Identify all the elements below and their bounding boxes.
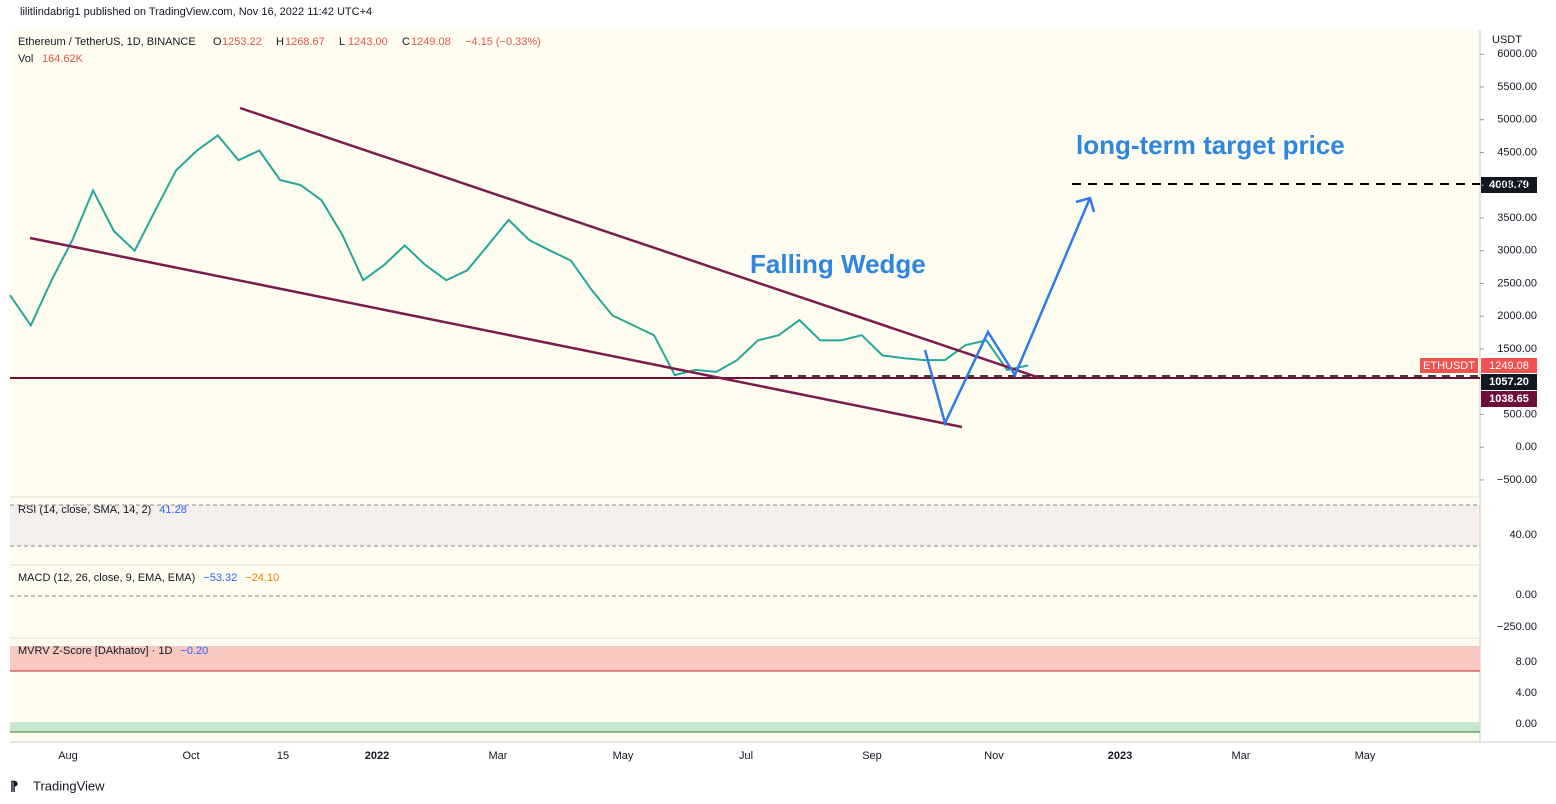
pane-label: MACD (12, 26, close, 9, EMA, EMA)	[18, 572, 195, 584]
ohlc-value: 1268.67	[285, 36, 325, 48]
annotation: Falling Wedge	[750, 249, 926, 279]
currency: USDT	[1492, 34, 1522, 46]
price-tag: 1249.08	[1489, 360, 1529, 372]
pane-tick-label: −250.00	[1497, 621, 1537, 633]
price-tag: 1057.20	[1489, 376, 1529, 388]
published: lilitlindabrig1 published on TradingView…	[20, 6, 372, 18]
price-tag: ETHUSDT	[1423, 360, 1475, 372]
pane-tick-label: 0.00	[1516, 589, 1537, 601]
logo: ⁋	[10, 778, 18, 793]
ohlc-key: H	[276, 36, 284, 48]
mvrv-high	[10, 646, 1480, 671]
pane-reading: −24.10	[245, 572, 279, 584]
pane-reading: −0.20	[180, 645, 208, 657]
wedge-lower	[29, 236, 963, 429]
pane-reading: 41.28	[159, 504, 187, 516]
x-tick-label: 15	[277, 750, 289, 762]
pane-reading: −53.32	[203, 572, 237, 584]
x-tick-label: Nov	[984, 750, 1004, 762]
symbol-title: Ethereum / TetherUS, 1D, BINANCE	[18, 36, 196, 48]
x-tick-label: Oct	[182, 750, 199, 762]
tag-bg	[1481, 391, 1537, 407]
x-tick-label: May	[1355, 750, 1376, 762]
y-tick-label: 5500.00	[1497, 81, 1537, 93]
x-tick-label: May	[613, 750, 634, 762]
pane-label: RSI (14, close, SMA, 14, 2)	[18, 504, 151, 516]
ohlc-key: L	[339, 36, 345, 48]
x-tick-label: 2022	[365, 750, 389, 762]
y-tick-label: 2500.00	[1497, 277, 1537, 289]
rsi-band	[10, 505, 1480, 546]
y-tick-label: 6000.00	[1497, 48, 1537, 60]
tag-bg	[1420, 358, 1478, 373]
pane-tick-label: 4.00	[1516, 687, 1537, 699]
pane-tick-label: 0.00	[1516, 718, 1537, 730]
y-tick-label: 3000.00	[1497, 245, 1537, 257]
pane-tick-label: 40.00	[1509, 529, 1537, 541]
y-tick-label: 3500.00	[1497, 212, 1537, 224]
change: −4.15 (−0.33%)	[465, 36, 541, 48]
annotation: long-term target price	[1076, 130, 1345, 160]
price-tag: 1038.65	[1489, 393, 1529, 405]
mvrv-low	[10, 722, 1480, 732]
x-tick-label: Jul	[739, 750, 753, 762]
x-tick-label: Aug	[58, 750, 78, 762]
ohlc-value: 1249.08	[411, 36, 451, 48]
price-tag: 4008.79	[1489, 179, 1529, 191]
y-tick-label: 1500.00	[1497, 343, 1537, 355]
footer: TradingView	[33, 778, 105, 793]
ohlc-key: C	[402, 36, 410, 48]
ohlc-value: 1243.00	[348, 36, 388, 48]
vol-value: 164.62K	[42, 53, 84, 65]
vol-label: Vol	[18, 53, 33, 65]
x-tick-label: Mar	[489, 750, 508, 762]
pane-label: MVRV Z-Score [DAkhatov] · 1D	[18, 645, 173, 657]
tag-bg	[1481, 358, 1537, 373]
x-tick-label: 2023	[1108, 750, 1132, 762]
ohlc-value: 1253.22	[222, 36, 262, 48]
y-tick-label: 4500.00	[1497, 146, 1537, 158]
y-tick-label: 4000.00	[1497, 179, 1537, 191]
tag-bg	[1481, 374, 1537, 390]
plot-bg	[10, 30, 1480, 742]
y-tick-label: −500.00	[1497, 474, 1537, 486]
price-line	[9, 134, 1029, 377]
pane-tick-label: 8.00	[1516, 656, 1537, 668]
wedge-upper	[239, 106, 1041, 380]
x-tick-label: Mar	[1232, 750, 1251, 762]
y-tick-label: 5000.00	[1497, 114, 1537, 126]
y-tick-label: 2000.00	[1497, 310, 1537, 322]
arrow-head	[1075, 196, 1096, 213]
y-tick-label: 0.00	[1516, 441, 1537, 453]
x-tick-label: Sep	[862, 750, 882, 762]
y-tick-label: 500.00	[1503, 408, 1537, 420]
ohlc-key: O	[213, 36, 222, 48]
tag-bg	[1481, 177, 1537, 193]
projection-path	[923, 197, 1092, 427]
